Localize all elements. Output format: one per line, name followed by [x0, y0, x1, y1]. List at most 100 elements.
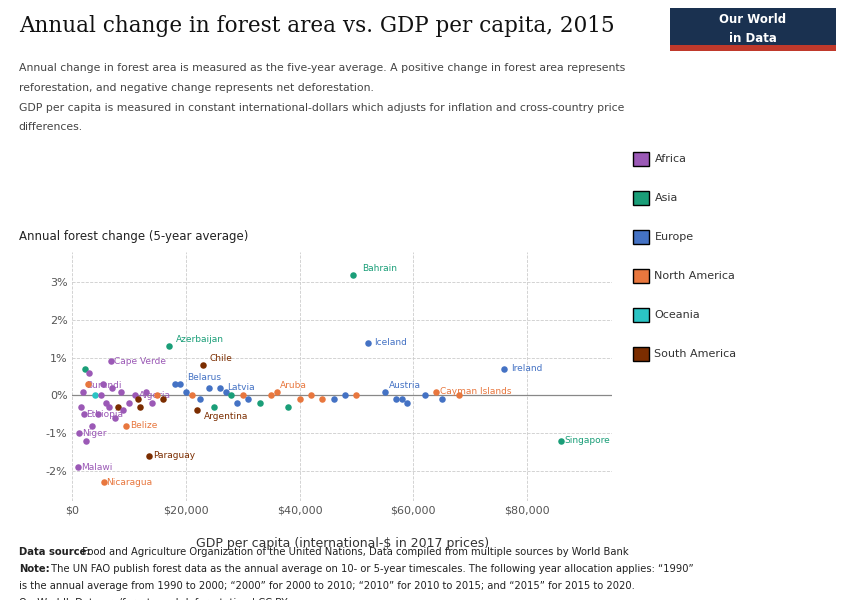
Text: Paraguay: Paraguay — [153, 451, 195, 460]
Point — [196, 361, 210, 370]
Point — [224, 391, 238, 400]
Point — [102, 402, 116, 412]
Point — [304, 391, 318, 400]
Point — [264, 391, 278, 400]
Point — [173, 379, 187, 389]
Point — [80, 436, 94, 445]
Point — [253, 398, 267, 408]
Point — [128, 391, 142, 400]
Text: Austria: Austria — [389, 381, 422, 390]
Text: Aruba: Aruba — [280, 381, 307, 390]
Text: Oceania: Oceania — [654, 310, 700, 320]
Text: differences.: differences. — [19, 122, 82, 133]
Point — [236, 391, 250, 400]
Text: Nicaragua: Nicaragua — [106, 478, 152, 487]
Text: Niger: Niger — [82, 428, 106, 437]
Text: Ethiopia: Ethiopia — [87, 410, 123, 419]
Point — [281, 402, 295, 412]
Point — [116, 406, 130, 415]
Point — [71, 462, 85, 472]
Point — [72, 428, 86, 438]
Point — [139, 387, 153, 397]
Point — [378, 387, 392, 397]
Point — [190, 406, 204, 415]
Text: Belarus: Belarus — [187, 373, 221, 382]
Point — [122, 398, 136, 408]
Point — [400, 398, 414, 408]
Text: is the annual average from 1990 to 2000; “2000” for 2000 to 2010; “2010” for 201: is the annual average from 1990 to 2000;… — [19, 581, 635, 591]
Point — [99, 398, 113, 408]
Point — [97, 379, 110, 389]
Point — [193, 394, 207, 404]
Text: Singapore: Singapore — [565, 436, 610, 445]
Point — [142, 451, 156, 461]
Text: reforestation, and negative change represents net deforestation.: reforestation, and negative change repre… — [19, 83, 373, 93]
Point — [110, 402, 124, 412]
Point — [230, 398, 244, 408]
Point — [82, 379, 95, 389]
Point — [497, 364, 511, 374]
Point — [88, 391, 102, 400]
Point — [119, 421, 133, 430]
Point — [184, 391, 198, 400]
Point — [108, 413, 122, 423]
Point — [105, 383, 119, 392]
Text: GDP per capita is measured in constant international-dollars which adjusts for i: GDP per capita is measured in constant i… — [19, 103, 624, 113]
Text: Argentina: Argentina — [204, 412, 248, 421]
Point — [145, 398, 159, 408]
Text: Chile: Chile — [210, 354, 233, 363]
Point — [97, 478, 110, 487]
Text: Latvia: Latvia — [227, 383, 254, 392]
Text: Data source:: Data source: — [19, 547, 90, 557]
Point — [76, 387, 90, 397]
Text: Cayman Islands: Cayman Islands — [440, 387, 512, 396]
Point — [389, 394, 403, 404]
Text: Belize: Belize — [130, 421, 157, 430]
Text: in Data: in Data — [728, 32, 777, 44]
Text: Asia: Asia — [654, 193, 677, 203]
Point — [78, 364, 92, 374]
Point — [133, 402, 147, 412]
Point — [104, 356, 117, 366]
Point — [82, 368, 96, 377]
Point — [76, 409, 90, 419]
Point — [338, 391, 352, 400]
Point — [201, 383, 215, 392]
Point — [434, 394, 448, 404]
Point — [131, 394, 145, 404]
Point — [150, 391, 164, 400]
Point — [218, 387, 232, 397]
Text: Note:: Note: — [19, 564, 49, 574]
Text: Food and Agriculture Organization of the United Nations, Data compiled from mult: Food and Agriculture Organization of the… — [79, 547, 629, 557]
Text: Malawi: Malawi — [81, 463, 112, 472]
Text: South America: South America — [654, 349, 737, 359]
Point — [315, 394, 329, 404]
Point — [91, 409, 105, 419]
Text: Africa: Africa — [654, 154, 687, 164]
Point — [554, 436, 568, 445]
Point — [162, 341, 176, 351]
Point — [429, 387, 443, 397]
Point — [207, 402, 221, 412]
Text: Annual change in forest area vs. GDP per capita, 2015: Annual change in forest area vs. GDP per… — [19, 15, 615, 37]
Text: Algeria: Algeria — [139, 391, 171, 400]
Point — [361, 338, 375, 347]
Text: Ireland: Ireland — [511, 364, 542, 373]
Text: North America: North America — [654, 271, 735, 281]
Point — [167, 379, 181, 389]
Point — [94, 391, 107, 400]
Point — [349, 391, 363, 400]
Point — [270, 387, 284, 397]
Point — [347, 270, 360, 280]
Text: Europe: Europe — [654, 232, 694, 242]
Point — [85, 421, 99, 430]
Point — [395, 394, 409, 404]
Text: OurWorldInData.org/forests-and-deforestation | CC BY: OurWorldInData.org/forests-and-deforesta… — [19, 598, 287, 600]
Text: Burundi: Burundi — [87, 381, 122, 390]
Text: Iceland: Iceland — [375, 338, 407, 347]
Point — [292, 394, 306, 404]
Point — [417, 391, 431, 400]
Text: Our World: Our World — [719, 13, 786, 26]
Point — [452, 391, 466, 400]
Text: Bahrain: Bahrain — [362, 264, 397, 273]
